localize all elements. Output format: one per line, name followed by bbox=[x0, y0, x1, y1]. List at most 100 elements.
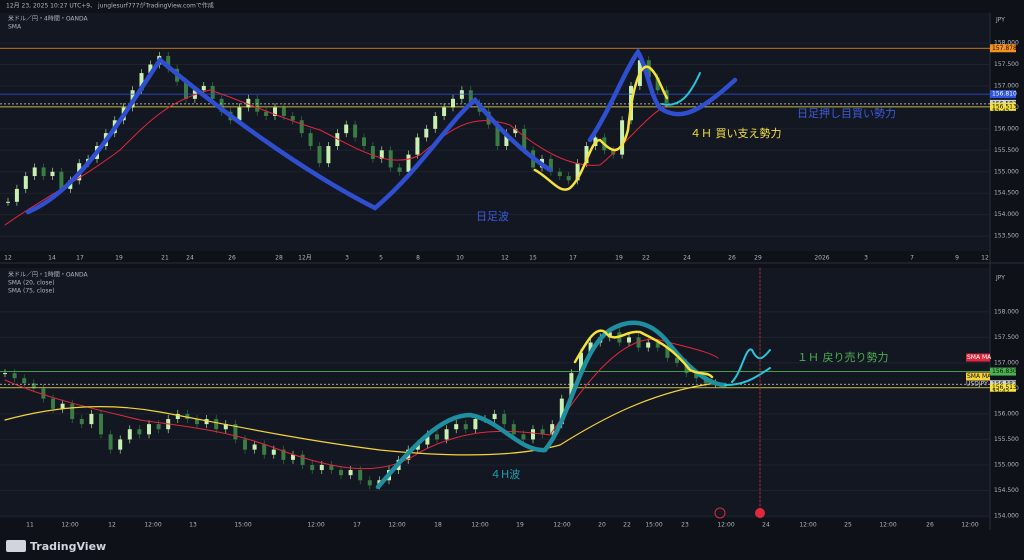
candle bbox=[463, 424, 468, 430]
candle bbox=[454, 424, 459, 430]
candle bbox=[281, 107, 286, 116]
price-tag-label: 156.810 bbox=[992, 91, 1017, 98]
y-tick-label: 155.500 bbox=[994, 436, 1019, 443]
annotation: 日足波 bbox=[476, 210, 509, 223]
candle bbox=[108, 434, 113, 450]
candle bbox=[388, 150, 393, 168]
candle bbox=[513, 128, 518, 134]
candle bbox=[184, 81, 188, 99]
sma-tag-box bbox=[966, 353, 990, 362]
candle bbox=[195, 419, 199, 425]
x-tick-label: 3 bbox=[864, 255, 868, 262]
candle bbox=[339, 470, 343, 476]
candle bbox=[540, 429, 545, 435]
countdown: 32:42 bbox=[992, 108, 1009, 115]
candle bbox=[522, 128, 527, 151]
x-tick-label: 11 bbox=[26, 522, 34, 529]
candle bbox=[559, 398, 564, 425]
candle bbox=[166, 55, 171, 69]
x-tick-label: 25 bbox=[844, 522, 852, 529]
candle bbox=[358, 470, 363, 481]
candle bbox=[262, 444, 267, 455]
candle bbox=[233, 424, 238, 440]
annotation: １Ｈ 戻り売り勢力 bbox=[797, 350, 889, 364]
x-tick-label: 3 bbox=[345, 255, 349, 262]
candle bbox=[204, 419, 209, 425]
candle bbox=[442, 107, 447, 116]
candle bbox=[310, 464, 315, 471]
candle bbox=[326, 146, 331, 164]
price-tag bbox=[990, 102, 1016, 111]
legend: SMA (20, close) bbox=[8, 280, 55, 287]
annotation: ４Ｈ 買い支え勢力 bbox=[690, 126, 782, 140]
candle bbox=[219, 98, 224, 112]
candle bbox=[569, 373, 574, 399]
x-tick-label: 12:00 bbox=[144, 522, 161, 529]
price-tag-label: 156.830 bbox=[992, 368, 1017, 375]
x-tick-label: 12:00 bbox=[717, 522, 734, 529]
candle bbox=[273, 107, 277, 116]
candle bbox=[655, 77, 660, 91]
candle bbox=[300, 454, 305, 465]
x-tick-label: 12:00 bbox=[961, 522, 978, 529]
candle bbox=[627, 337, 631, 343]
x-tick-label: 12:00 bbox=[799, 522, 816, 529]
candle bbox=[210, 85, 215, 99]
event-icon[interactable] bbox=[755, 508, 765, 518]
y-tick-label: 155.500 bbox=[994, 147, 1019, 154]
price-tag-label: 156.513 bbox=[992, 103, 1017, 110]
wave-drawing bbox=[573, 329, 714, 379]
candle bbox=[50, 171, 55, 177]
x-tick-label: 22 bbox=[642, 255, 650, 262]
candle bbox=[89, 413, 94, 425]
x-tick-label: 7 bbox=[910, 255, 914, 262]
x-tick-label: 19 bbox=[516, 522, 524, 529]
candle bbox=[459, 90, 464, 99]
candle bbox=[584, 146, 589, 164]
x-tick-label: 15 bbox=[529, 255, 537, 262]
sma-line bbox=[4, 338, 719, 470]
candle bbox=[684, 362, 689, 374]
brand: TradingView bbox=[30, 540, 106, 553]
y-tick-label: 153.500 bbox=[994, 233, 1019, 240]
legend: 米ドル／円・4時間・OANDA bbox=[8, 15, 89, 23]
y-tick-label: 155.000 bbox=[994, 168, 1019, 175]
candle bbox=[31, 383, 36, 389]
candle bbox=[397, 167, 402, 172]
y-tick-label: 155.000 bbox=[994, 461, 1019, 468]
symbol-tag: USDJPY bbox=[966, 381, 988, 388]
x-tick-label: 12:00 bbox=[61, 522, 78, 529]
candle bbox=[281, 449, 286, 460]
x-tick-label: 12:00 bbox=[471, 522, 488, 529]
candle bbox=[451, 98, 455, 108]
x-tick-label: 9 bbox=[955, 255, 959, 262]
x-tick-label: 12月 bbox=[298, 255, 312, 262]
x-tick-label: 12:00 bbox=[879, 522, 896, 529]
x-tick-label: 12:00 bbox=[553, 522, 570, 529]
candle bbox=[137, 429, 142, 435]
wave-drawing bbox=[375, 320, 728, 490]
candle bbox=[502, 413, 507, 425]
candle bbox=[139, 73, 144, 91]
candle bbox=[319, 464, 324, 471]
candle bbox=[646, 60, 651, 78]
candle bbox=[41, 167, 46, 177]
x-tick-label: 26 bbox=[228, 255, 236, 262]
candle bbox=[14, 188, 19, 202]
candle bbox=[214, 419, 219, 430]
logo bbox=[6, 540, 26, 552]
x-tick-label: 17 bbox=[353, 522, 361, 529]
x-tick-label: 17 bbox=[76, 255, 84, 262]
x-tick-label: 12 bbox=[501, 255, 509, 262]
candle bbox=[495, 124, 500, 147]
candle bbox=[23, 176, 28, 189]
candle bbox=[185, 413, 190, 420]
x-tick-label: 15:00 bbox=[645, 522, 662, 529]
candle bbox=[60, 403, 65, 409]
candle bbox=[32, 167, 37, 177]
candle bbox=[468, 90, 473, 104]
currency: JPY bbox=[995, 275, 1005, 282]
event-icon[interactable] bbox=[714, 507, 726, 519]
